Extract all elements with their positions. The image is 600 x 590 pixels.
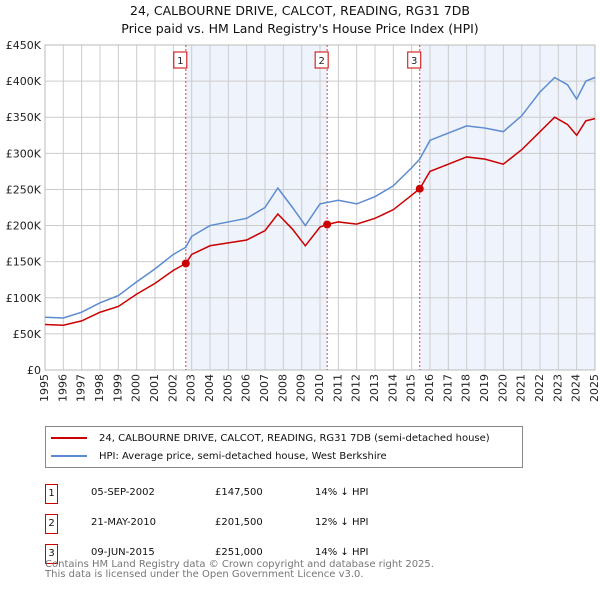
y-tick-label: £400K: [6, 75, 42, 88]
x-tick-label: 2025: [588, 374, 600, 402]
shaded-period: [185, 45, 328, 370]
x-tick-label: 2017: [441, 374, 454, 402]
plot-frame: [44, 44, 596, 371]
y-tick-label: £50K: [13, 328, 42, 341]
x-tick-label: 2012: [350, 374, 363, 402]
x-tick-label: 2021: [515, 374, 528, 402]
chart-subtitle: Price paid vs. HM Land Registry's House …: [121, 21, 479, 36]
x-tick-label: 1996: [56, 374, 69, 402]
x-tick-label: 2020: [496, 374, 509, 402]
sale-marker-box: [173, 51, 188, 69]
y-tick-label: £300K: [6, 147, 42, 160]
series-line: [44, 76, 596, 319]
footer: Contains HM Land Registry data © Crown c…: [45, 560, 434, 580]
sale-hpi-diff: 14% ↓ HPI: [315, 487, 369, 498]
sale-number: 2: [45, 514, 58, 534]
sale-marker-label: 2: [318, 56, 324, 67]
sale-marker-label: 3: [411, 56, 417, 67]
x-tick-label: 2001: [148, 374, 161, 402]
chart-title: 24, CALBOURNE DRIVE, CALCOT, READING, RG…: [130, 3, 470, 18]
sale-number: 1: [45, 484, 58, 504]
y-tick-label: £350K: [6, 111, 42, 124]
sale-point: [323, 220, 332, 229]
y-tick-label: £100K: [6, 292, 42, 305]
sale-point: [181, 259, 190, 268]
legend-item-hpi: HPI: Average price, semi-detached house,…: [46, 447, 387, 465]
x-tick-label: 2004: [203, 374, 216, 402]
sale-hpi-diff: 12% ↓ HPI: [315, 517, 369, 528]
x-tick-label: 2008: [276, 374, 289, 402]
x-tick-label: 2014: [386, 374, 399, 402]
sale-marker-label: 1: [177, 56, 183, 67]
x-tick-label: 2011: [331, 374, 344, 402]
sale-date: 21-MAY-2010: [91, 517, 157, 528]
x-tick-label: 1995: [38, 374, 51, 402]
x-tick-label: 2006: [240, 374, 253, 402]
x-tick-label: 1999: [111, 374, 124, 402]
sale-number: 3: [45, 544, 58, 564]
x-tick-label: 1998: [93, 374, 106, 402]
sale-price: £147,500: [215, 487, 263, 498]
sale-point: [415, 184, 424, 193]
x-tick-label: 2024: [570, 374, 583, 402]
legend-swatch-blue: [51, 455, 87, 457]
x-tick-label: 2000: [130, 374, 143, 402]
sale-hpi-diff: 14% ↓ HPI: [315, 547, 369, 558]
y-tick-label: £450K: [6, 39, 42, 52]
legend-label: 24, CALBOURNE DRIVE, CALCOT, READING, RG…: [99, 432, 490, 444]
price-chart: 1995 1996 1997 1998 1999 2000 2001 2002 2003 2004…: [6, 39, 600, 402]
sale-price: £251,000: [215, 547, 263, 558]
legend-swatch-red: [51, 437, 87, 439]
x-tick-label: 2023: [551, 374, 564, 402]
legend-label: HPI: Average price, semi-detached house,…: [99, 450, 387, 462]
legend: 24, CALBOURNE DRIVE, CALCOT, READING, RG…: [45, 426, 523, 468]
x-tick-label: 2016: [423, 374, 436, 402]
x-tick-label: 2005: [221, 374, 234, 402]
x-tick-label: 2009: [295, 374, 308, 402]
y-tick-label: £0: [27, 364, 41, 377]
x-tick-label: 2010: [313, 374, 326, 402]
legend-item-property: 24, CALBOURNE DRIVE, CALCOT, READING, RG…: [46, 429, 490, 447]
sale-price: £201,500: [215, 517, 263, 528]
x-tick-label: 2002: [166, 374, 179, 402]
x-tick-label: 1997: [75, 374, 88, 402]
sale-date: 09-JUN-2015: [91, 547, 155, 558]
x-tick-label: 2015: [405, 374, 418, 402]
y-tick-label: £150K: [6, 256, 42, 269]
shaded-period: [419, 45, 595, 370]
x-tick-label: 2022: [533, 374, 546, 402]
x-tick-label: 2013: [368, 374, 381, 402]
x-tick-label: 2018: [460, 374, 473, 402]
sale-marker-box: [314, 51, 329, 69]
sale-date: 05-SEP-2002: [91, 487, 155, 498]
footer-line: This data is licensed under the Open Gov…: [45, 569, 364, 580]
x-tick-label: 2003: [185, 374, 198, 402]
x-tick-label: 2007: [258, 374, 271, 402]
y-tick-label: £250K: [6, 183, 42, 196]
sale-marker-box: [407, 51, 422, 69]
footer-line: Contains HM Land Registry data © Crown c…: [45, 559, 434, 570]
y-tick-label: £200K: [6, 220, 42, 233]
x-tick-label: 2019: [478, 374, 491, 402]
